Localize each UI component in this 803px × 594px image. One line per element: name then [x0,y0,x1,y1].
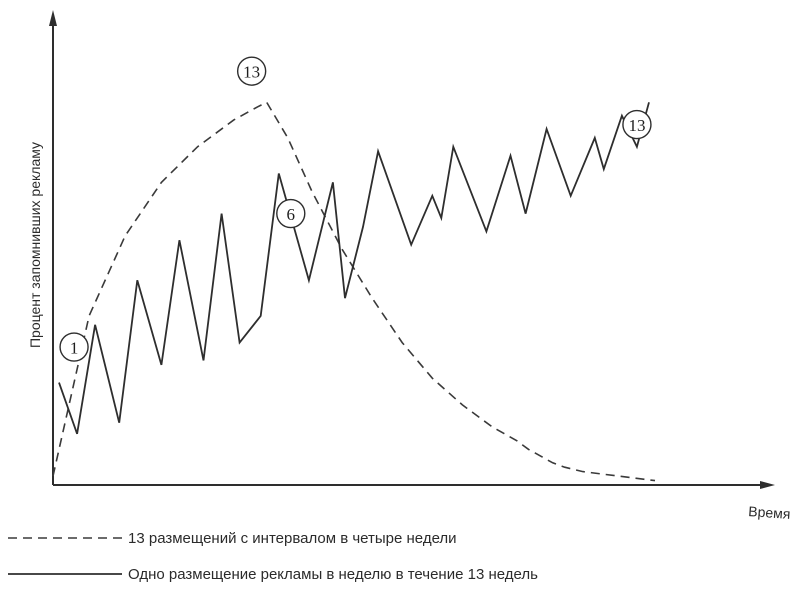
marker-label: 6 [287,205,296,224]
series-line-solid [58,102,650,435]
legend: 13 размещений с интервалом в четыре неде… [8,530,538,583]
marker-label: 13 [243,63,260,82]
marker-1: 1 [59,332,89,362]
axes: Время Процент запомнивших рекламу [27,10,791,522]
y-axis-arrow [49,10,57,26]
series-layer [52,101,656,482]
marker-layer: 1 13 6 13 [59,56,652,362]
x-axis-arrow [760,481,775,489]
marker-4: 13 [622,109,652,140]
legend-item-2: Одно размещение рекламы в неделю в течен… [8,566,538,583]
marker-circle [622,109,652,140]
series-line-dashed [52,101,656,482]
legend-label: 13 размещений с интервалом в четыре неде… [128,530,457,547]
legend-item-1: 13 размещений с интервалом в четыре неде… [8,530,457,547]
marker-label: 13 [628,116,645,135]
legend-label: Одно размещение рекламы в неделю в течен… [128,566,538,583]
y-axis-label: Процент запомнивших рекламу [27,142,43,348]
marker-circle [276,198,306,229]
marker-circle [236,56,267,86]
x-axis-label: Время [748,503,791,522]
marker-2: 13 [236,56,267,86]
marker-circle [59,332,89,362]
marker-3: 6 [276,198,306,229]
marker-label: 1 [70,339,79,358]
